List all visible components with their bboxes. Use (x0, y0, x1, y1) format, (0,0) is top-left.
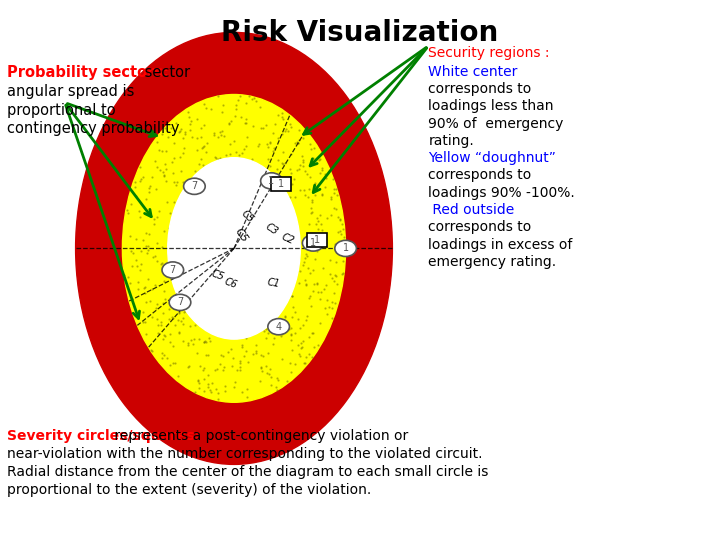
Text: 7: 7 (170, 265, 176, 275)
Text: 1: 1 (310, 238, 316, 248)
Text: proportional to the extent (severity) of the violation.: proportional to the extent (severity) of… (7, 483, 372, 497)
Text: 7: 7 (192, 181, 197, 191)
Text: Radial distance from the center of the diagram to each small circle is: Radial distance from the center of the d… (7, 465, 489, 479)
Text: loadings in excess of: loadings in excess of (428, 238, 573, 252)
Text: 4: 4 (276, 322, 282, 332)
Text: sector: sector (140, 65, 191, 80)
Text: rating.: rating. (428, 134, 474, 148)
Text: White center: White center (428, 65, 518, 79)
Text: C5: C5 (233, 226, 250, 244)
Text: 90% of  emergency: 90% of emergency (428, 117, 564, 131)
Circle shape (335, 240, 356, 256)
Text: corresponds to: corresponds to (428, 220, 531, 234)
Text: C5: C5 (239, 208, 255, 224)
Text: Risk Visualization: Risk Visualization (221, 19, 499, 47)
Text: corresponds to: corresponds to (428, 168, 531, 183)
Text: C1: C1 (266, 278, 281, 289)
Text: loadings less than: loadings less than (428, 99, 554, 113)
FancyBboxPatch shape (307, 233, 327, 247)
Circle shape (162, 262, 184, 278)
Ellipse shape (168, 158, 300, 339)
Text: C3: C3 (264, 222, 279, 237)
Text: Yellow “doughnut”: Yellow “doughnut” (428, 151, 557, 165)
Text: near-violation with the number corresponding to the violated circuit.: near-violation with the number correspon… (7, 447, 482, 461)
Ellipse shape (76, 32, 392, 464)
Text: angular spread is: angular spread is (7, 84, 135, 99)
Text: loadings 90% -100%.: loadings 90% -100%. (428, 186, 575, 200)
Text: C5: C5 (210, 268, 226, 282)
Text: represents a post-contingency violation or: represents a post-contingency violation … (110, 429, 408, 443)
Circle shape (268, 319, 289, 335)
Text: corresponds to: corresponds to (428, 82, 531, 96)
Text: 1: 1 (278, 179, 284, 188)
Text: C6: C6 (222, 276, 238, 291)
Text: contingency probability: contingency probability (7, 122, 180, 137)
Ellipse shape (122, 94, 346, 402)
FancyBboxPatch shape (271, 177, 291, 191)
Text: Severity circles/squares:: Severity circles/squares: (7, 429, 200, 443)
Circle shape (169, 294, 191, 310)
Circle shape (261, 173, 282, 189)
Text: Red outside: Red outside (428, 203, 515, 217)
Text: 1: 1 (343, 244, 348, 253)
Text: C2: C2 (280, 232, 296, 246)
Text: 1: 1 (269, 176, 274, 186)
Text: proportional to: proportional to (7, 103, 116, 118)
Circle shape (302, 235, 324, 251)
Text: emergency rating.: emergency rating. (428, 255, 557, 269)
Text: Probability sectors:: Probability sectors: (7, 65, 169, 80)
Text: 7: 7 (177, 298, 183, 307)
Text: 1: 1 (314, 235, 320, 245)
Text: Security regions :: Security regions : (428, 46, 550, 60)
Circle shape (184, 178, 205, 194)
